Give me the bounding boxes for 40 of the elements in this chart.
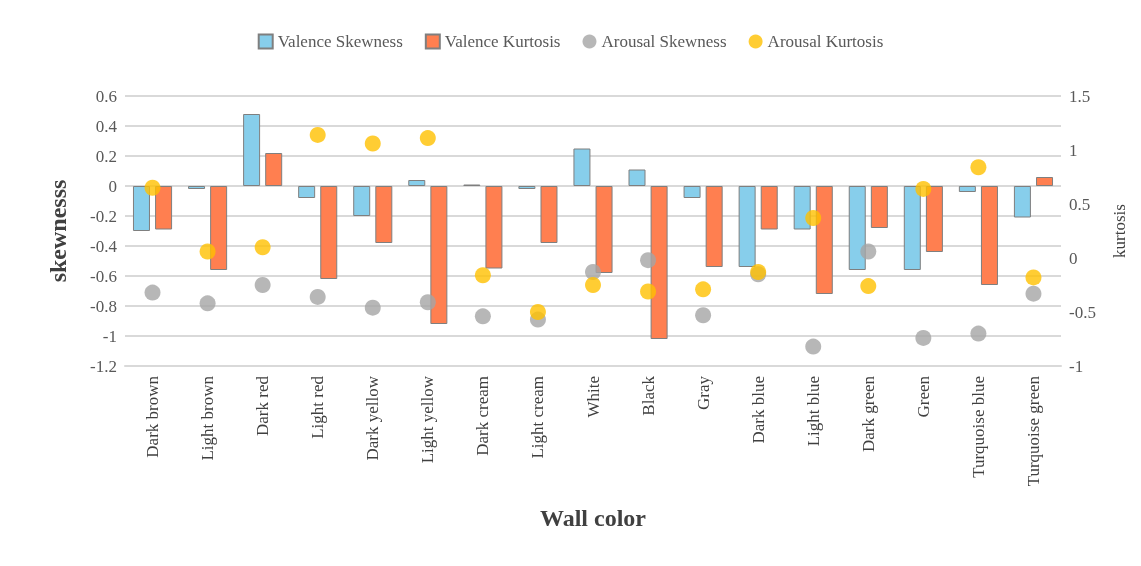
- x-tick-label: Light cream: [528, 376, 548, 459]
- x-axis-title: Wall color: [540, 505, 647, 531]
- y2-tick-label: 1.5: [1069, 86, 1091, 106]
- x-tick-label: Light blue: [803, 376, 823, 447]
- x-tick-label: Dark blue: [748, 376, 768, 444]
- y2-tick-label: 0.5: [1069, 194, 1091, 214]
- x-tick-label: Green: [913, 375, 933, 418]
- y-tick-label: -0.4: [90, 236, 118, 256]
- y-tick-label: 0.2: [95, 146, 117, 166]
- y2-tick-label: -0.5: [1069, 302, 1096, 322]
- y-tick-label: -0.8: [90, 296, 117, 316]
- x-tick-label: Dark red: [253, 375, 273, 436]
- y2-tick-label: 1: [1069, 140, 1078, 160]
- y-tick-label: 0.4: [95, 116, 118, 136]
- x-tick-label: Gray: [693, 375, 713, 410]
- x-tick-label: Turquoise blue: [968, 376, 988, 478]
- y-tick-label: -1.2: [90, 356, 117, 376]
- legend-label: Arousal Kurtosis: [767, 32, 884, 51]
- x-tick-label: Dark cream: [473, 376, 493, 456]
- x-tick-label: Black: [638, 375, 658, 416]
- y2-tick-label: 0: [1069, 248, 1078, 268]
- x-tick-label: Dark yellow: [363, 375, 383, 461]
- y-axis-title: skewnesss: [45, 179, 71, 283]
- x-tick-label: Light red: [308, 375, 328, 439]
- y-tick-label: 0: [108, 176, 117, 196]
- y2-tick-label: -1: [1069, 356, 1084, 376]
- x-tick-label: Light brown: [198, 375, 218, 461]
- x-tick-label: Light yellow: [418, 375, 438, 464]
- x-tick-label: Dark brown: [143, 375, 163, 458]
- x-tick-label: White: [583, 376, 603, 418]
- y2-axis-title: kurtosis: [1110, 204, 1129, 258]
- y-tick-label: -1: [102, 326, 117, 346]
- legend-label: Valence Skewness: [277, 32, 403, 51]
- x-tick-label: Turquoise green: [1023, 375, 1043, 487]
- y-tick-label: -0.2: [90, 206, 117, 226]
- y-tick-label: 0.6: [95, 86, 117, 106]
- y-tick-label: -0.6: [90, 266, 117, 286]
- legend-label: Valence Kurtosis: [444, 32, 561, 51]
- x-tick-label: Dark green: [858, 375, 878, 452]
- legend-label: Arousal Skewness: [601, 32, 727, 51]
